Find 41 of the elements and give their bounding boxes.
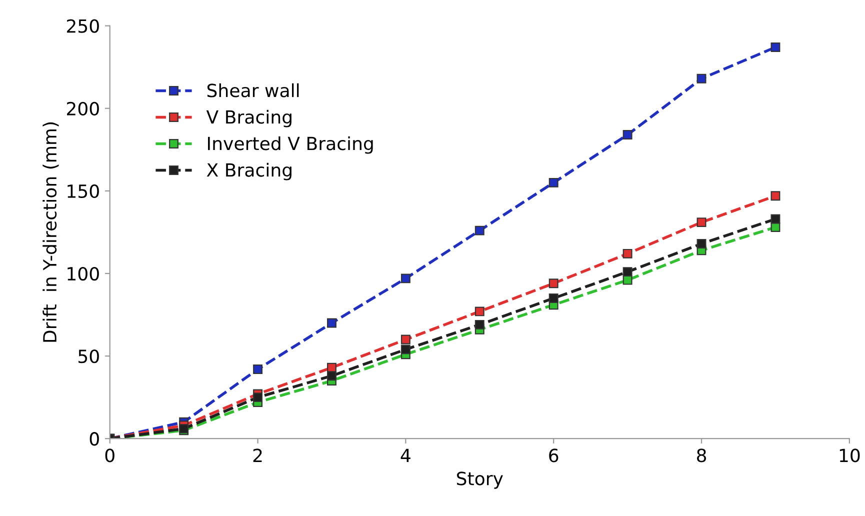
x-tick-label: 6 [549, 448, 558, 462]
point [400, 274, 410, 284]
point [696, 74, 706, 84]
point [400, 344, 410, 354]
point [696, 239, 706, 248]
point [622, 275, 632, 285]
x-tick-label: 8 [696, 448, 706, 462]
point [770, 191, 780, 201]
point [327, 371, 336, 381]
legend-label: V Bracing [206, 110, 292, 128]
point [696, 218, 706, 228]
y-tick-label: 100 [68, 266, 99, 281]
point [548, 278, 558, 288]
point [622, 267, 632, 277]
point [253, 392, 262, 402]
point [327, 318, 336, 328]
point [474, 226, 484, 236]
x-tick-label: 10 [840, 448, 860, 462]
point [474, 306, 484, 316]
point [622, 130, 632, 140]
point [253, 364, 262, 374]
legend-label: Inverted V Bracing [208, 136, 373, 154]
y-tick-label: 250 [66, 19, 99, 33]
x-axis-title: Story [456, 472, 503, 489]
point [474, 320, 484, 330]
y-axis-title: Drift in Y-direction (mm) [42, 122, 59, 342]
point [548, 178, 558, 188]
x-tick-label: 4 [400, 448, 410, 462]
x-tick-label: 0 [105, 448, 114, 462]
point [770, 214, 780, 224]
point [400, 334, 410, 344]
y-tick-label: 50 [78, 350, 99, 364]
legend-label: Shear wall [207, 83, 299, 98]
point [622, 248, 632, 258]
y-tick-label: 150 [68, 184, 99, 198]
x-tick-label: 2 [253, 448, 262, 462]
y-tick-label: 0 [90, 432, 99, 446]
legend-label: X Bracing [206, 162, 292, 180]
y-tick-label: 200 [66, 102, 99, 116]
point [770, 42, 780, 52]
point [548, 294, 558, 303]
